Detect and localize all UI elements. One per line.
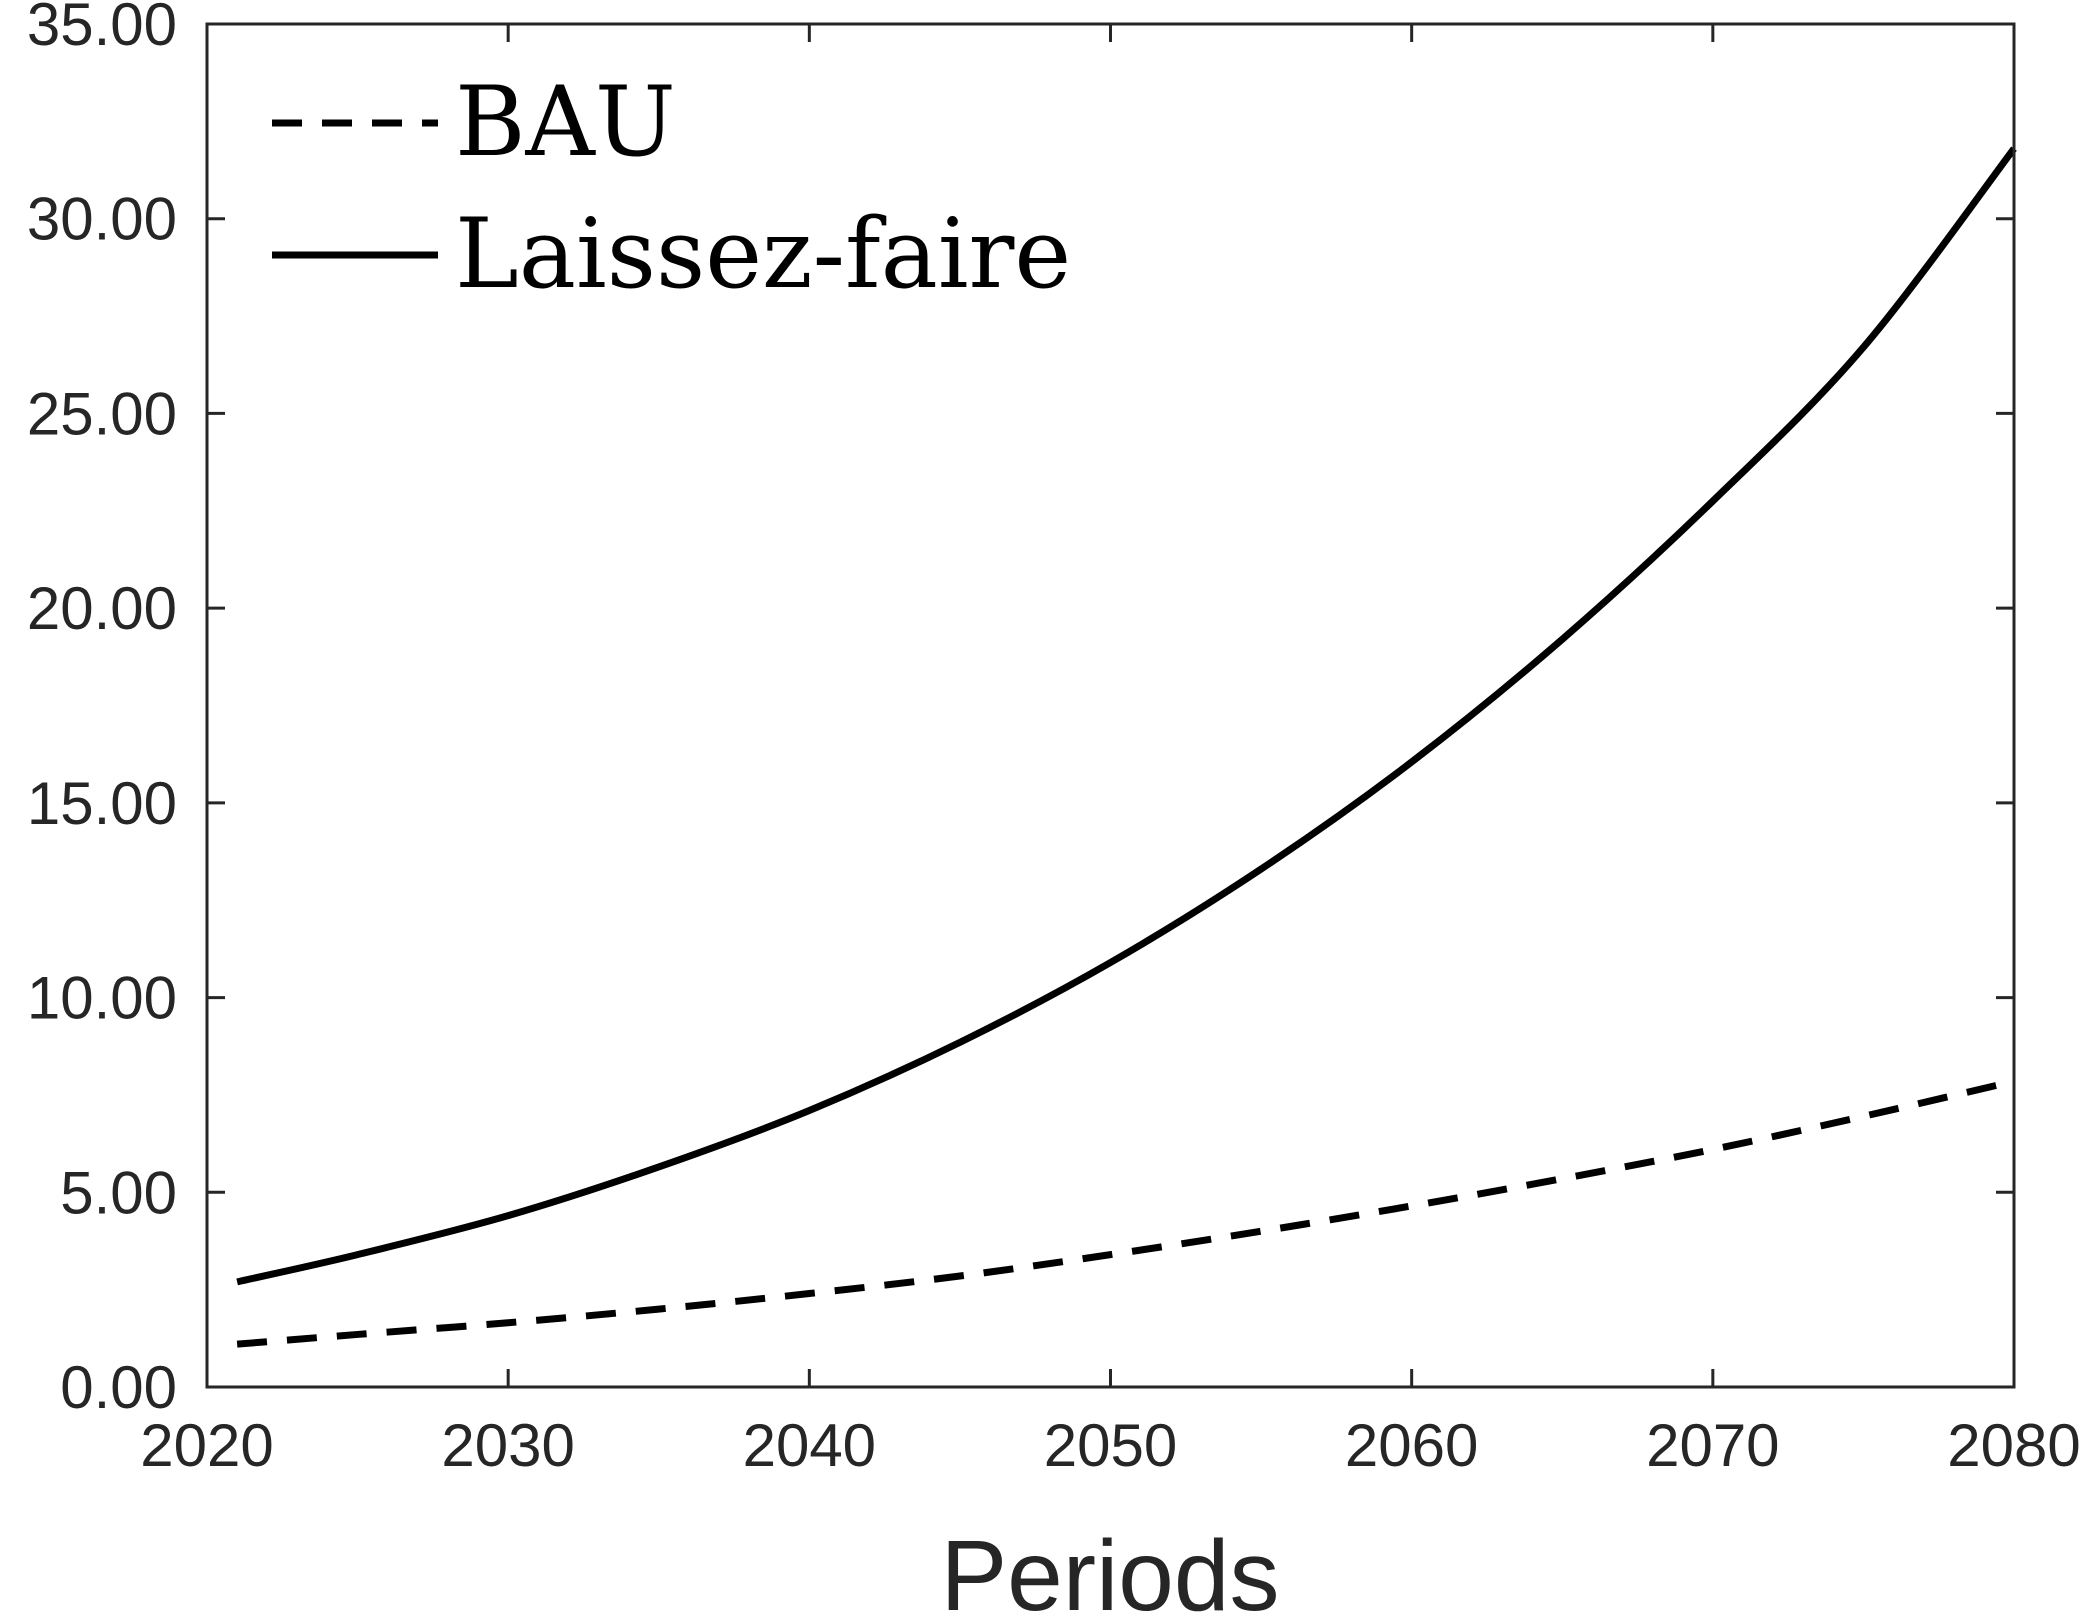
x-tick-label: 2030 bbox=[441, 1412, 574, 1479]
legend-label: Laissez-faire bbox=[455, 198, 1071, 310]
y-tick-label: 0.00 bbox=[60, 1354, 177, 1421]
x-tick-label: 2070 bbox=[1646, 1412, 1779, 1479]
plot-frame bbox=[205, 22, 2016, 1389]
x-tick-label: 2050 bbox=[1044, 1412, 1177, 1479]
y-tick-label: 35.00 bbox=[27, 0, 177, 58]
x-tick-labels: 2020 2030 2040 2050 2060 2070 2080 bbox=[140, 1412, 2080, 1479]
y-tick-label: 20.00 bbox=[27, 575, 177, 642]
x-tick-label: 2040 bbox=[743, 1412, 876, 1479]
y-tick-label: 15.00 bbox=[27, 770, 177, 837]
series-layer bbox=[236, 146, 2017, 1348]
series-line-laissez-faire bbox=[236, 146, 2017, 1286]
y-tick-label: 10.00 bbox=[27, 965, 177, 1032]
y-tick-labels: 0.00 5.00 10.00 15.00 20.00 25.00 30.00 35.00 bbox=[27, 0, 177, 1421]
series-line-bau bbox=[236, 1077, 2015, 1348]
y-tick-label: 30.00 bbox=[27, 186, 177, 253]
legend: BAU Laissez-faire bbox=[272, 66, 1071, 310]
y-tick-label: 25.00 bbox=[27, 380, 177, 447]
x-tick-label: 2080 bbox=[1947, 1412, 2080, 1479]
plot-area bbox=[207, 24, 2014, 1387]
legend-label: BAU bbox=[455, 66, 676, 178]
x-tick-label: 2060 bbox=[1345, 1412, 1478, 1479]
x-tick-label: 2020 bbox=[140, 1412, 273, 1479]
y-tick-label: 5.00 bbox=[60, 1159, 177, 1226]
x-axis-label: Periods bbox=[940, 1520, 1279, 1623]
